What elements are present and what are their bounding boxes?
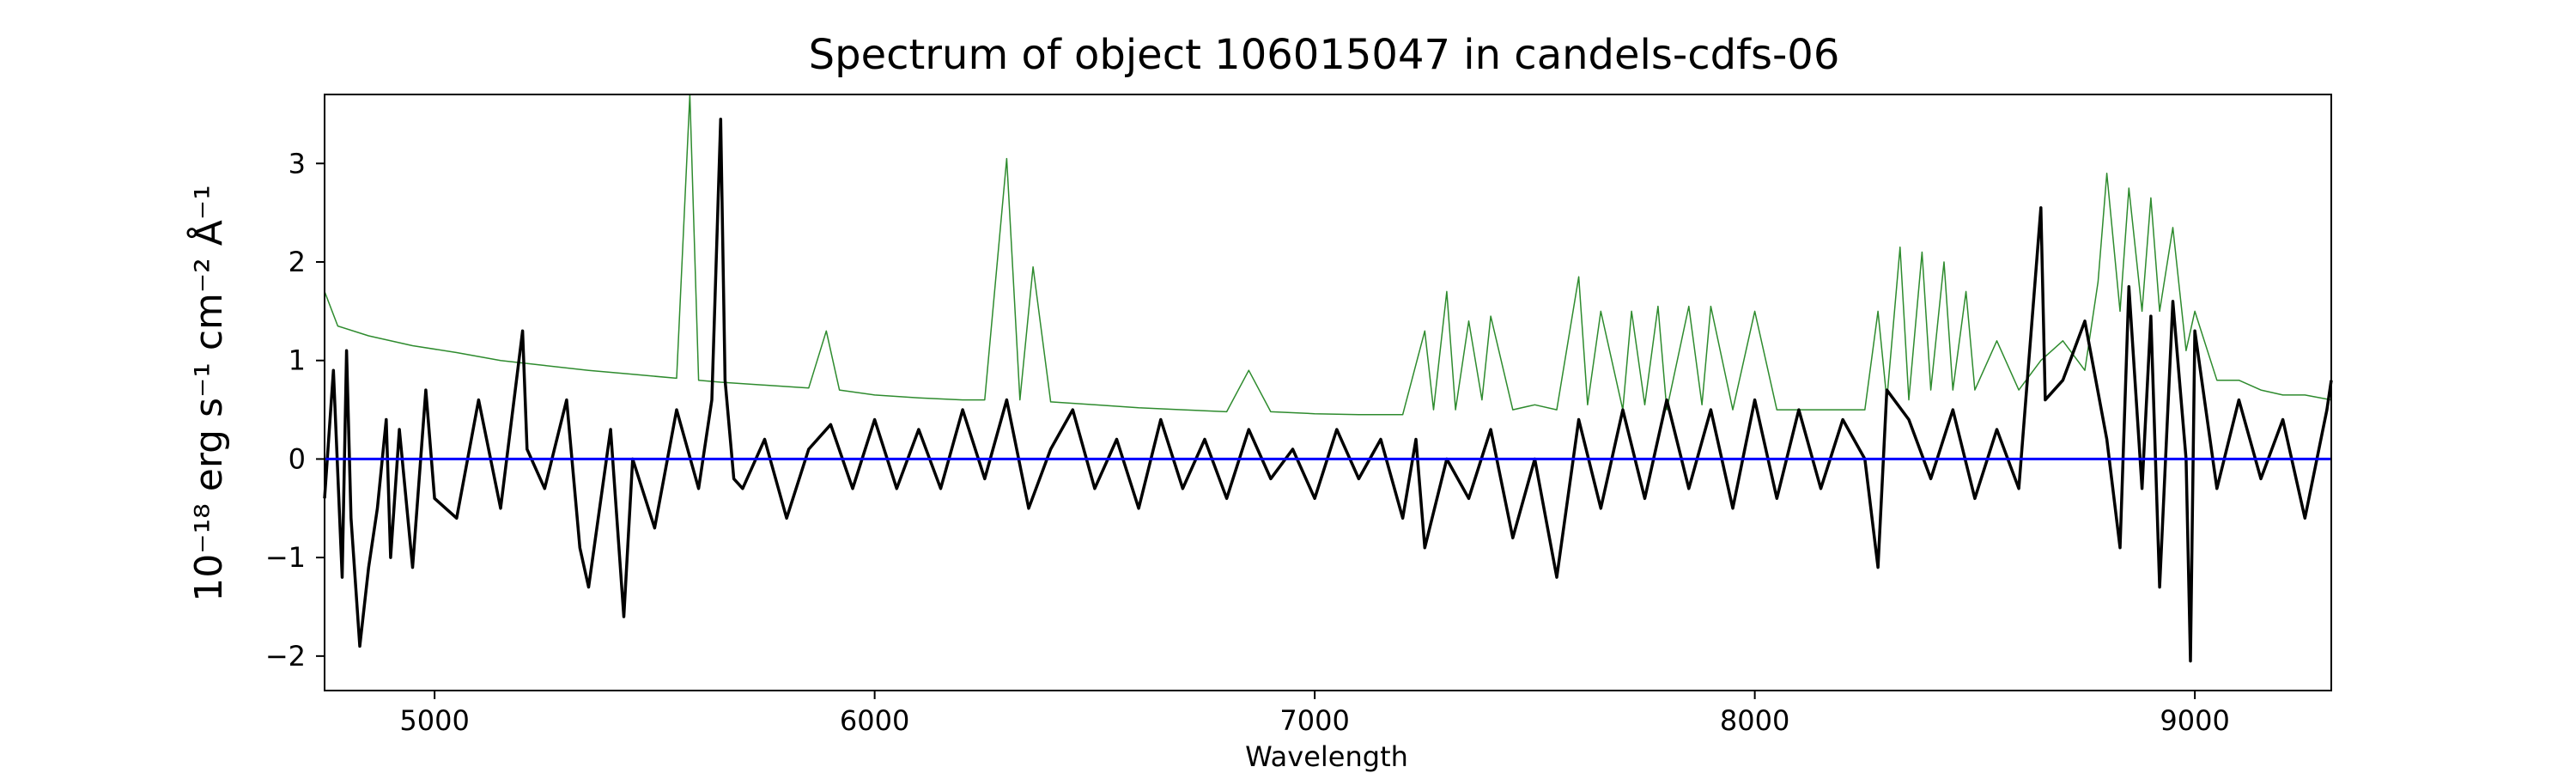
y-tick-label: 2	[289, 246, 306, 278]
chart-title: Spectrum of object 106015047 in candels-…	[809, 31, 1840, 79]
y-axis: −2 −1 0 1 2 3	[265, 147, 325, 673]
y-tick-label: −2	[265, 640, 306, 673]
x-tick-label: 6000	[840, 704, 909, 737]
y-tick-label: 3	[289, 147, 306, 180]
x-tick-label: 9000	[2160, 704, 2229, 737]
y-tick-label: 0	[289, 442, 306, 475]
plot-frame	[324, 94, 2332, 691]
x-axis: 5000 6000 7000 8000 9000	[399, 691, 2230, 737]
x-tick-label: 8000	[1720, 704, 1789, 737]
error-line	[324, 94, 2332, 416]
x-axis-label: Wavelength	[1245, 740, 1408, 773]
x-tick-label: 5000	[399, 704, 469, 737]
flux-line	[323, 117, 2333, 663]
x-tick-label: 7000	[1279, 704, 1349, 737]
y-tick-label: −1	[265, 541, 306, 574]
y-tick-label: 1	[289, 344, 306, 377]
y-axis-label: 10⁻¹⁸ erg s⁻¹ cm⁻² Å⁻¹	[185, 185, 231, 601]
plot-lines	[323, 94, 2333, 663]
